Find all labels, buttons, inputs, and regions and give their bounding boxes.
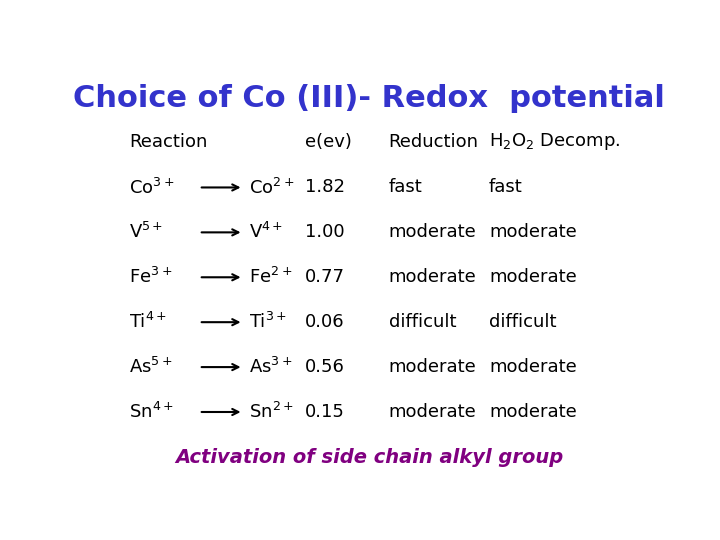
Text: 1.82: 1.82 — [305, 178, 345, 197]
Text: Activation of side chain alkyl group: Activation of side chain alkyl group — [175, 448, 563, 467]
Text: moderate: moderate — [389, 358, 477, 376]
Text: Sn$^{2+}$: Sn$^{2+}$ — [249, 402, 294, 422]
Text: As$^{5+}$: As$^{5+}$ — [129, 357, 173, 377]
Text: e(ev): e(ev) — [305, 133, 351, 151]
Text: Choice of Co (III)- Redox  potential: Choice of Co (III)- Redox potential — [73, 84, 665, 112]
Text: difficult: difficult — [489, 313, 557, 331]
Text: 0.77: 0.77 — [305, 268, 345, 286]
Text: As$^{3+}$: As$^{3+}$ — [249, 357, 292, 377]
Text: moderate: moderate — [489, 358, 577, 376]
Text: Ti$^{4+}$: Ti$^{4+}$ — [129, 312, 167, 332]
Text: Reaction: Reaction — [129, 133, 207, 151]
Text: Co$^{3+}$: Co$^{3+}$ — [129, 178, 174, 198]
Text: V$^{5+}$: V$^{5+}$ — [129, 222, 163, 242]
Text: 0.06: 0.06 — [305, 313, 344, 331]
Text: H$_2$O$_2$ Decomp.: H$_2$O$_2$ Decomp. — [489, 131, 621, 152]
Text: fast: fast — [489, 178, 523, 197]
Text: difficult: difficult — [389, 313, 456, 331]
Text: 0.15: 0.15 — [305, 403, 345, 421]
Text: moderate: moderate — [489, 268, 577, 286]
Text: Ti$^{3+}$: Ti$^{3+}$ — [249, 312, 287, 332]
Text: Sn$^{4+}$: Sn$^{4+}$ — [129, 402, 174, 422]
Text: 1.00: 1.00 — [305, 224, 344, 241]
Text: Fe$^{2+}$: Fe$^{2+}$ — [249, 267, 292, 287]
Text: moderate: moderate — [389, 224, 477, 241]
Text: 0.56: 0.56 — [305, 358, 345, 376]
Text: Fe$^{3+}$: Fe$^{3+}$ — [129, 267, 172, 287]
Text: moderate: moderate — [389, 403, 477, 421]
Text: Reduction: Reduction — [389, 133, 479, 151]
Text: moderate: moderate — [389, 268, 477, 286]
Text: moderate: moderate — [489, 224, 577, 241]
Text: Co$^{2+}$: Co$^{2+}$ — [249, 178, 294, 198]
Text: V$^{4+}$: V$^{4+}$ — [249, 222, 283, 242]
Text: fast: fast — [389, 178, 422, 197]
Text: moderate: moderate — [489, 403, 577, 421]
